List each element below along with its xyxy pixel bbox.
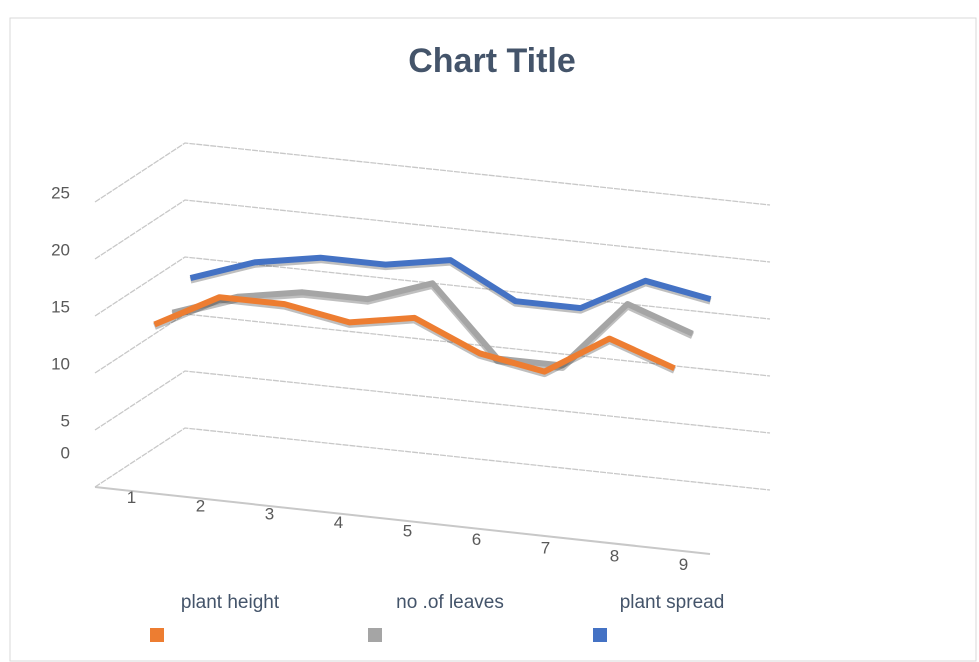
x-tick-label: 9	[679, 555, 688, 574]
grid-line	[94, 199, 771, 263]
x-tick-label: 3	[265, 505, 274, 524]
series-line	[171, 280, 694, 369]
series-line	[153, 294, 676, 375]
x-tick-label: 6	[472, 530, 481, 549]
y-tick-label: 10	[51, 354, 70, 373]
y-tick-label: 25	[51, 183, 70, 202]
legend-swatch	[368, 628, 382, 642]
x-axis	[94, 486, 711, 555]
grid-line	[94, 370, 771, 434]
series-line	[189, 254, 712, 312]
legend-label: plant height	[181, 592, 280, 613]
legend-label: no .of leaves	[396, 592, 504, 613]
x-tick-label: 5	[403, 521, 412, 540]
chart-frame	[9, 17, 977, 662]
grid-line	[94, 427, 771, 491]
grid-line	[94, 142, 771, 206]
legend-label: plant spread	[620, 592, 725, 613]
x-tick-label: 8	[610, 547, 619, 566]
x-tick-label: 2	[196, 496, 205, 515]
x-tick-label: 7	[541, 538, 550, 557]
y-tick-label: 0	[61, 443, 70, 462]
grid-line	[94, 256, 771, 320]
x-tick-label: 1	[127, 488, 136, 507]
legend-swatch	[150, 628, 164, 642]
chart-title: Chart Title	[408, 42, 576, 80]
x-tick-label: 4	[334, 513, 343, 532]
legend-swatch	[593, 628, 607, 642]
y-tick-label: 20	[51, 240, 70, 259]
y-tick-label: 15	[51, 297, 70, 316]
y-tick-label: 5	[61, 411, 70, 430]
